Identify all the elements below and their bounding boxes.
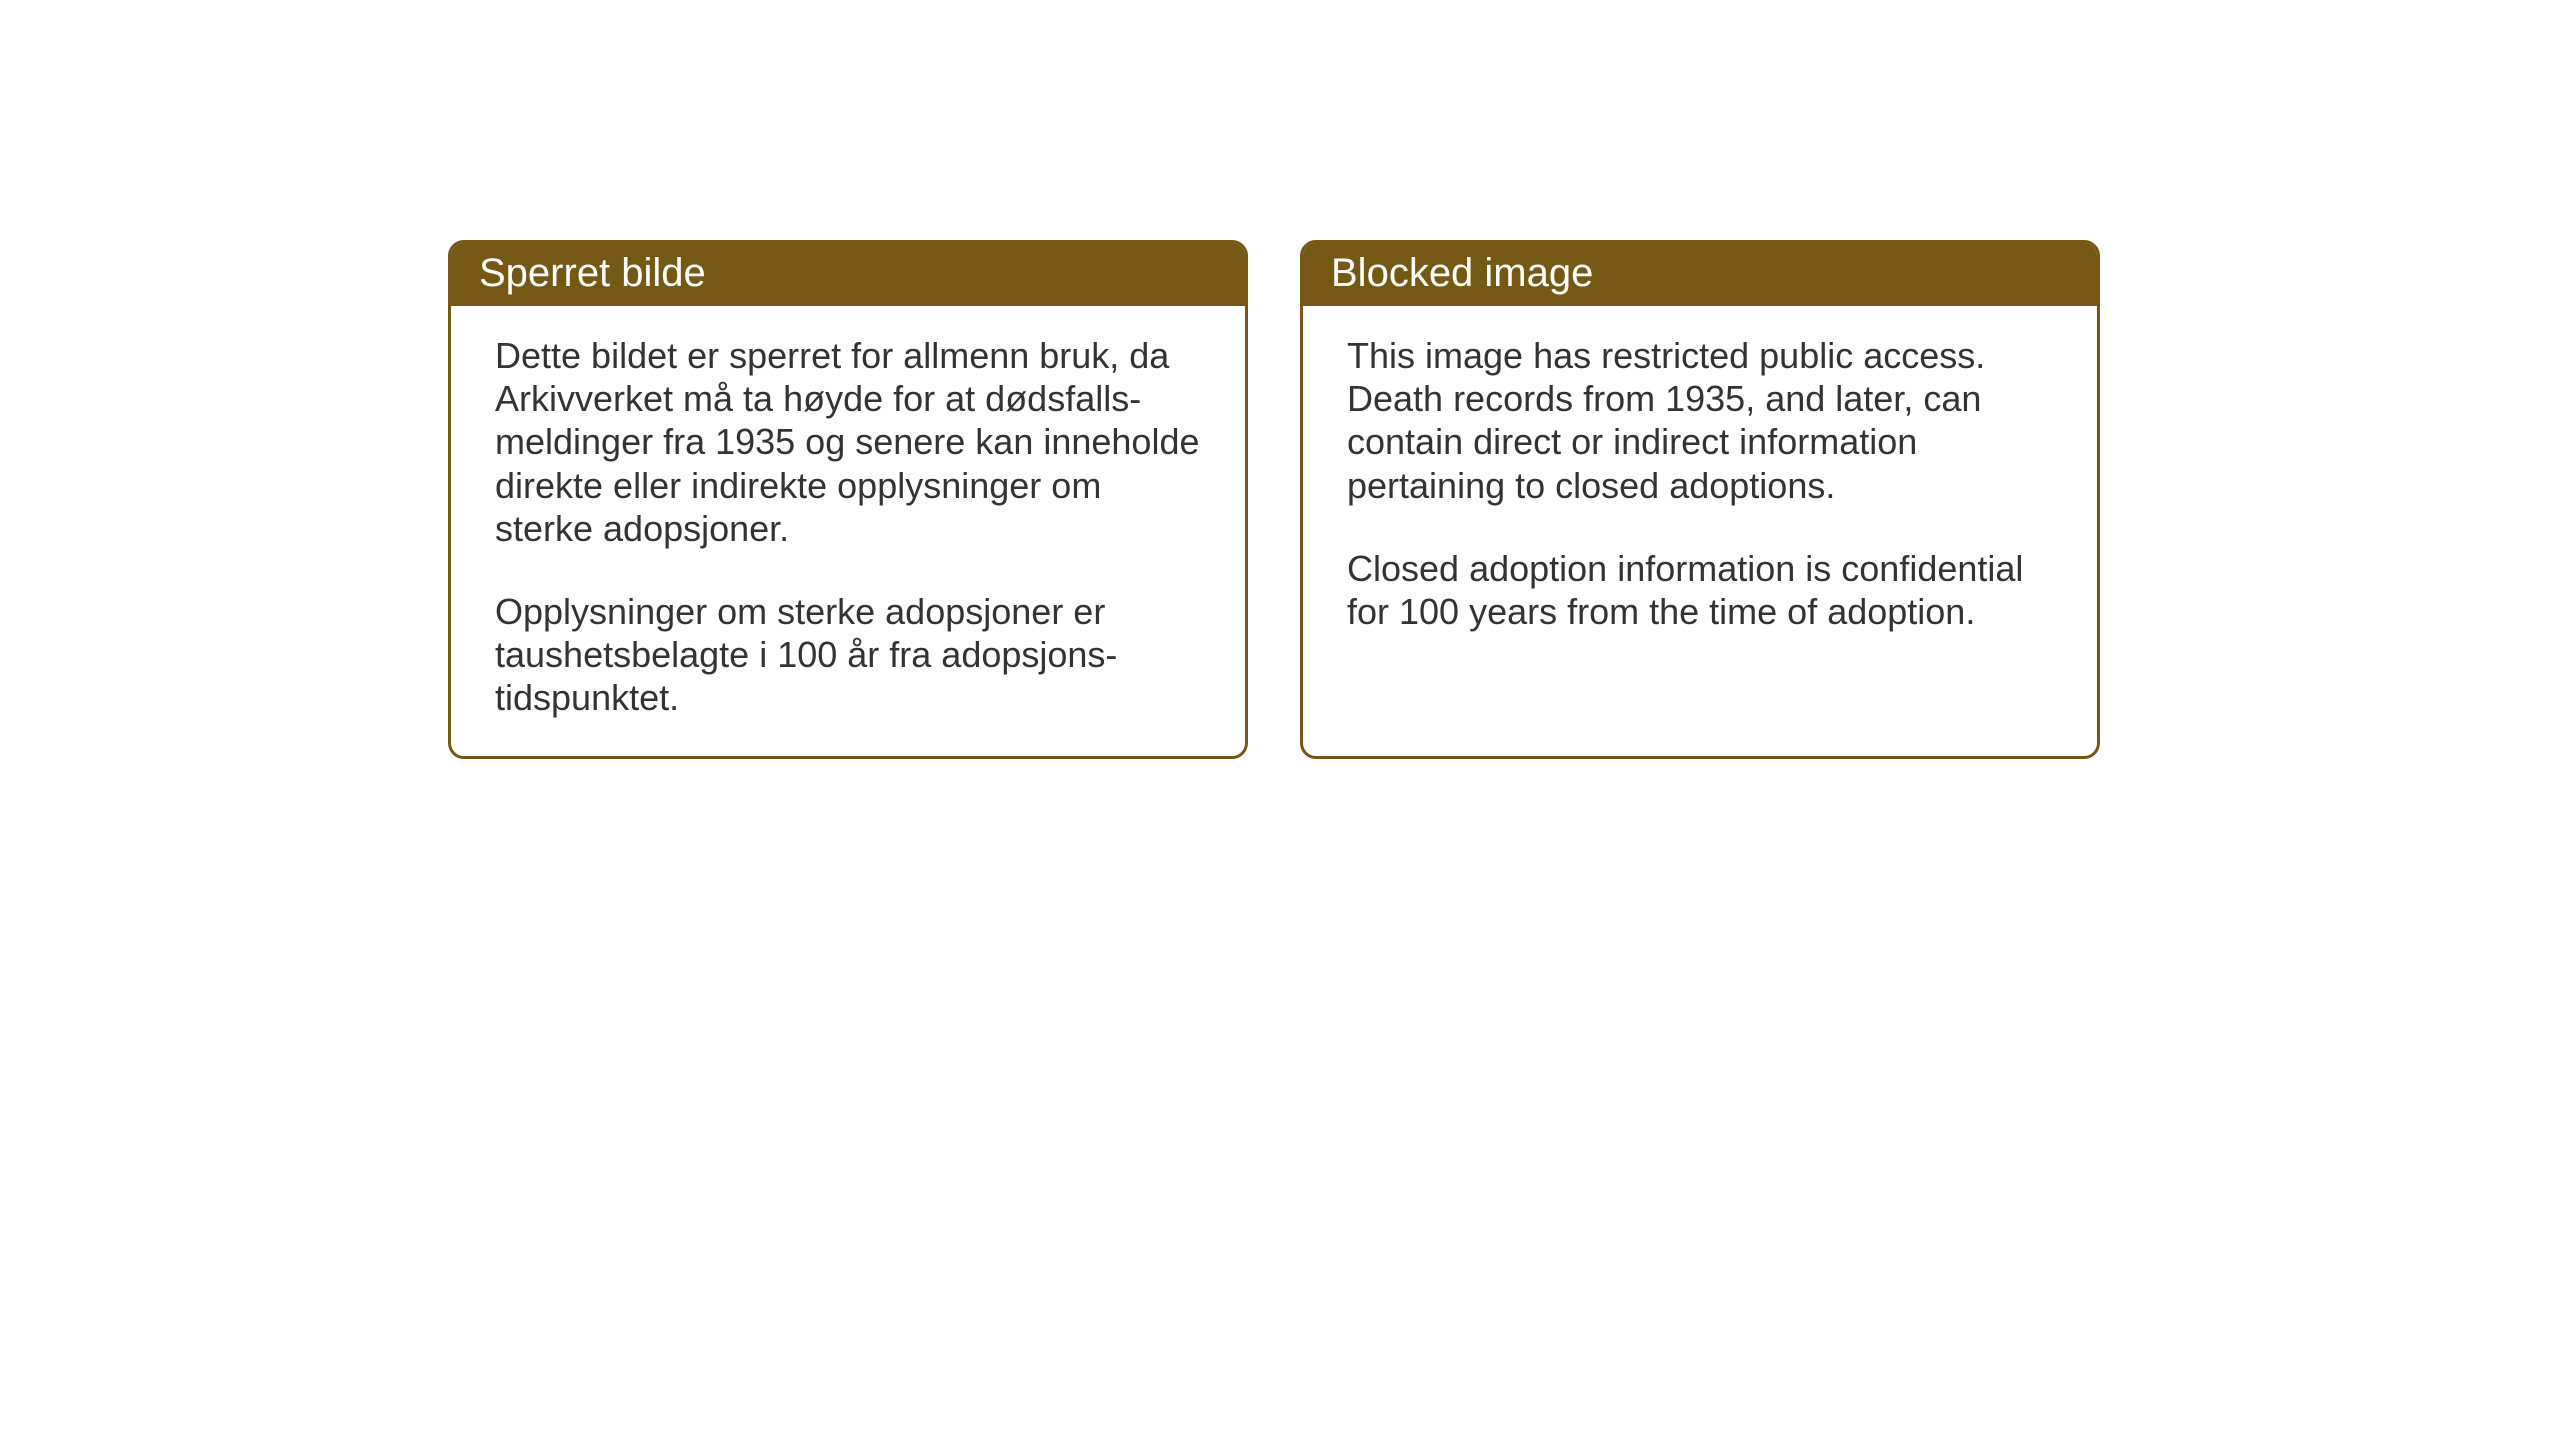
english-card-body: This image has restricted public access.… [1303, 306, 2097, 669]
english-paragraph-2: Closed adoption information is confident… [1347, 547, 2053, 633]
norwegian-card-body: Dette bildet er sperret for allmenn bruk… [451, 306, 1245, 756]
norwegian-card-header: Sperret bilde [451, 243, 1245, 306]
notice-cards-container: Sperret bilde Dette bildet er sperret fo… [448, 240, 2100, 759]
english-notice-card: Blocked image This image has restricted … [1300, 240, 2100, 759]
norwegian-card-title: Sperret bilde [479, 251, 706, 295]
english-paragraph-1: This image has restricted public access.… [1347, 334, 2053, 507]
english-card-header: Blocked image [1303, 243, 2097, 306]
norwegian-paragraph-2: Opplysninger om sterke adopsjoner er tau… [495, 590, 1201, 720]
english-card-title: Blocked image [1331, 251, 1593, 295]
norwegian-notice-card: Sperret bilde Dette bildet er sperret fo… [448, 240, 1248, 759]
norwegian-paragraph-1: Dette bildet er sperret for allmenn bruk… [495, 334, 1201, 550]
